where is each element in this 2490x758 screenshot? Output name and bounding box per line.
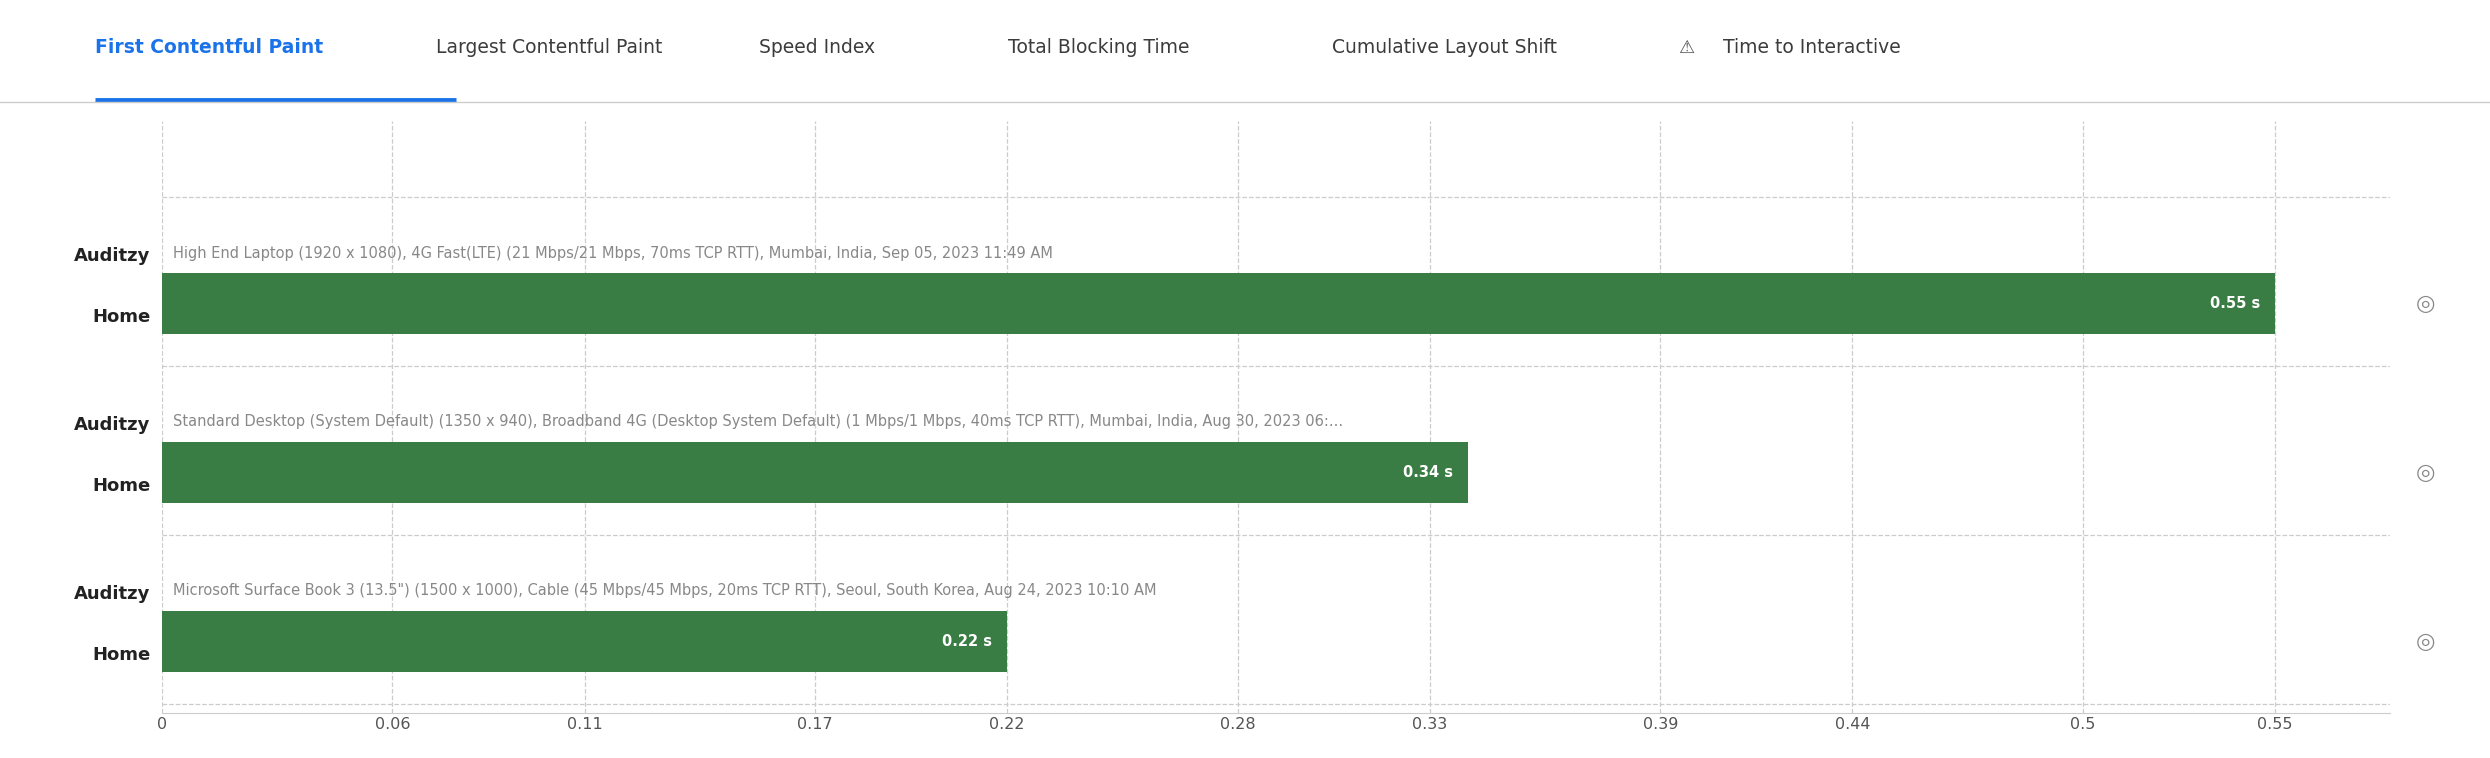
Text: 0.55 s: 0.55 s [2209, 296, 2261, 312]
Bar [162, 611, 1006, 672]
Text: Home: Home [92, 309, 152, 326]
Text: First Contentful Paint: First Contentful Paint [95, 38, 324, 58]
Text: Auditzy: Auditzy [75, 585, 152, 603]
Text: ◎: ◎ [2415, 462, 2435, 483]
Bar [162, 274, 2276, 334]
Text: Auditzy: Auditzy [75, 416, 152, 434]
Text: Largest Contentful Paint: Largest Contentful Paint [436, 38, 662, 58]
Text: Home: Home [92, 477, 152, 495]
Text: Speed Index: Speed Index [759, 38, 876, 58]
Text: 0.22 s: 0.22 s [941, 634, 991, 649]
Text: High End Laptop (1920 x 1080), 4G Fast(LTE) (21 Mbps/21 Mbps, 70ms TCP RTT), Mum: High End Laptop (1920 x 1080), 4G Fast(L… [174, 246, 1053, 261]
Text: Standard Desktop (System Default) (1350 x 940), Broadband 4G (Desktop System Def: Standard Desktop (System Default) (1350 … [174, 415, 1345, 430]
Text: Cumulative Layout Shift: Cumulative Layout Shift [1332, 38, 1556, 58]
Text: ◎: ◎ [2415, 631, 2435, 652]
Text: 0.34 s: 0.34 s [1402, 465, 1452, 480]
Text: Home: Home [92, 646, 152, 664]
Text: Time to Interactive: Time to Interactive [1723, 38, 1900, 58]
Bar [162, 442, 1469, 503]
Text: Microsoft Surface Book 3 (13.5") (1500 x 1000), Cable (45 Mbps/45 Mbps, 20ms TCP: Microsoft Surface Book 3 (13.5") (1500 x… [174, 584, 1158, 598]
Text: ◎: ◎ [2415, 293, 2435, 314]
Text: ⚠: ⚠ [1678, 39, 1693, 57]
Text: Total Blocking Time: Total Blocking Time [1008, 38, 1190, 58]
Text: Auditzy: Auditzy [75, 247, 152, 265]
